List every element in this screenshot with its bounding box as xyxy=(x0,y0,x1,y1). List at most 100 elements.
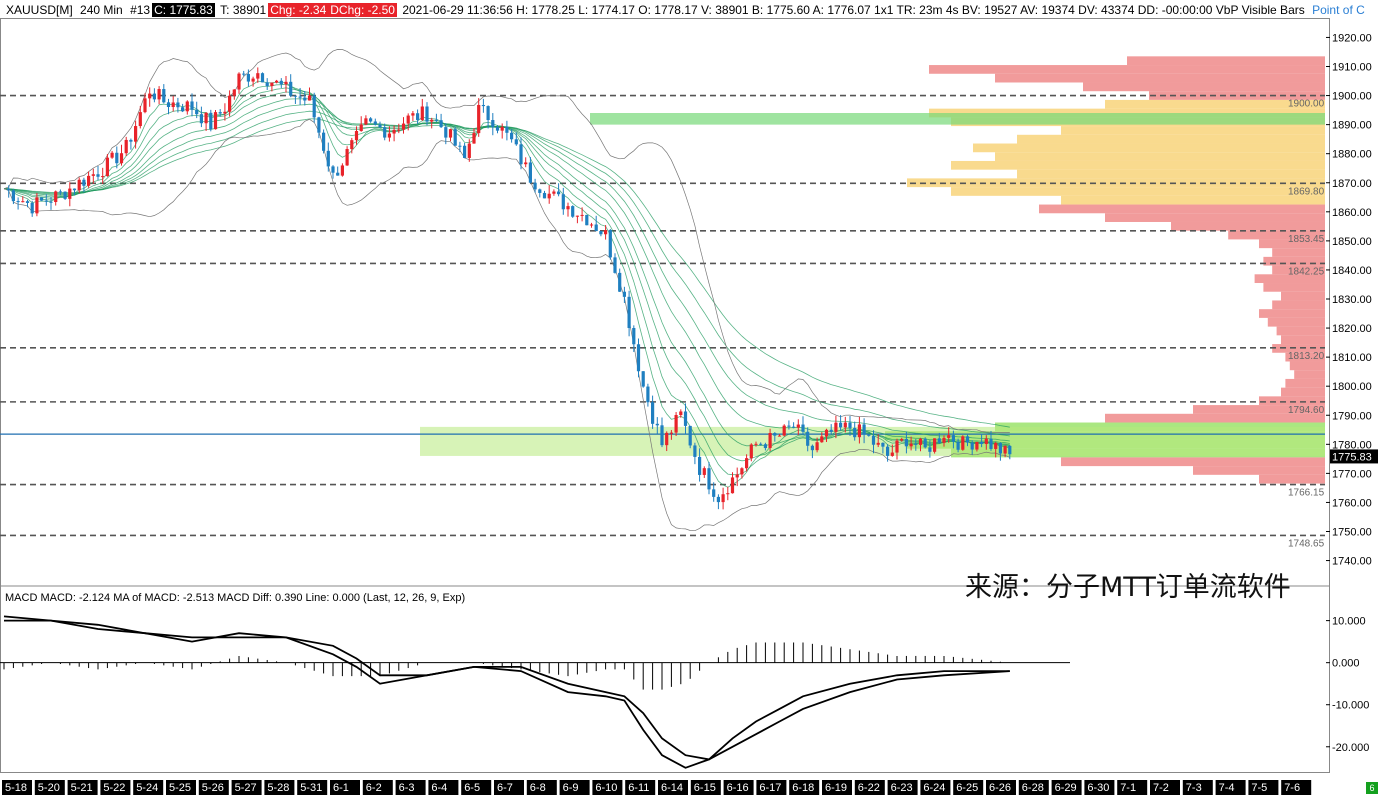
candle-body[interactable] xyxy=(166,102,171,108)
candle-body[interactable] xyxy=(622,291,626,297)
candle-body[interactable] xyxy=(665,432,669,446)
candle-body[interactable] xyxy=(900,438,904,441)
candle-body[interactable] xyxy=(279,80,283,85)
candle-body[interactable] xyxy=(735,474,739,478)
candle-body[interactable] xyxy=(552,191,556,194)
candle-body[interactable] xyxy=(162,89,166,103)
candle-body[interactable] xyxy=(491,120,495,128)
candle-body[interactable] xyxy=(961,436,965,450)
candle-body[interactable] xyxy=(49,201,53,203)
candle-body[interactable] xyxy=(228,95,232,112)
candle-body[interactable] xyxy=(383,127,387,138)
candle-body[interactable] xyxy=(21,201,25,203)
candle-body[interactable] xyxy=(453,129,457,146)
candle-body[interactable] xyxy=(387,133,391,138)
candle-body[interactable] xyxy=(533,182,537,190)
candle-body[interactable] xyxy=(11,190,15,202)
candle-body[interactable] xyxy=(679,411,683,416)
candle-body[interactable] xyxy=(848,422,852,428)
candle-body[interactable] xyxy=(806,431,810,446)
candle-body[interactable] xyxy=(843,422,847,428)
candle-body[interactable] xyxy=(148,93,152,99)
candle-body[interactable] xyxy=(514,139,518,145)
candle-body[interactable] xyxy=(87,175,91,186)
candle-body[interactable] xyxy=(575,215,579,217)
candle-body[interactable] xyxy=(115,152,119,164)
candle-body[interactable] xyxy=(632,328,636,345)
candle-body[interactable] xyxy=(312,95,316,118)
candle-body[interactable] xyxy=(232,89,236,96)
candle-body[interactable] xyxy=(909,443,913,447)
candle-body[interactable] xyxy=(322,132,326,151)
candle-body[interactable] xyxy=(303,97,307,101)
candle-body[interactable] xyxy=(890,452,894,456)
candle-body[interactable] xyxy=(373,121,377,125)
candle-body[interactable] xyxy=(289,81,293,96)
candle-body[interactable] xyxy=(25,201,30,203)
candle-body[interactable] xyxy=(965,436,970,443)
candle-body[interactable] xyxy=(528,162,532,183)
candle-body[interactable] xyxy=(914,443,918,445)
candle-body[interactable] xyxy=(72,188,77,191)
candle-body[interactable] xyxy=(792,426,796,428)
candle-body[interactable] xyxy=(129,139,133,142)
candle-body[interactable] xyxy=(284,81,288,85)
candle-body[interactable] xyxy=(16,201,20,203)
candle-body[interactable] xyxy=(585,214,589,226)
candle-body[interactable] xyxy=(237,73,241,90)
candle-body[interactable] xyxy=(975,441,979,450)
corner-badge[interactable]: 6 xyxy=(1366,782,1378,794)
candle-body[interactable] xyxy=(693,445,697,457)
candle-body[interactable] xyxy=(397,129,401,131)
candle-body[interactable] xyxy=(542,192,547,199)
candle-body[interactable] xyxy=(730,477,735,494)
candle-body[interactable] xyxy=(246,74,250,82)
candle-body[interactable] xyxy=(124,139,128,154)
candle-body[interactable] xyxy=(105,157,109,177)
candle-body[interactable] xyxy=(138,112,142,127)
candle-body[interactable] xyxy=(176,102,180,108)
candle-body[interactable] xyxy=(834,422,838,432)
candle-body[interactable] xyxy=(571,206,575,217)
candle-body[interactable] xyxy=(463,145,467,158)
candle-body[interactable] xyxy=(345,149,349,166)
candle-body[interactable] xyxy=(430,119,434,122)
candle-body[interactable] xyxy=(181,107,185,112)
candle-body[interactable] xyxy=(759,443,763,445)
candle-body[interactable] xyxy=(721,494,725,503)
candle-body[interactable] xyxy=(716,496,720,503)
candle-body[interactable] xyxy=(256,73,260,79)
candle-body[interactable] xyxy=(143,98,147,113)
candle-body[interactable] xyxy=(895,440,899,453)
candle-body[interactable] xyxy=(980,441,984,445)
candle-body[interactable] xyxy=(369,118,373,122)
candle-body[interactable] xyxy=(655,423,659,426)
candle-body[interactable] xyxy=(448,129,453,138)
candle-body[interactable] xyxy=(505,126,509,133)
candle-body[interactable] xyxy=(510,132,514,140)
candle-body[interactable] xyxy=(171,102,175,108)
candle-body[interactable] xyxy=(7,188,11,191)
candle-body[interactable] xyxy=(853,427,857,438)
candle-body[interactable] xyxy=(538,189,542,193)
candle-body[interactable] xyxy=(439,120,443,128)
candle-body[interactable] xyxy=(486,106,490,121)
candle-body[interactable] xyxy=(91,174,95,176)
candle-body[interactable] xyxy=(740,468,744,475)
candle-body[interactable] xyxy=(298,96,302,98)
candle-body[interactable] xyxy=(434,119,438,121)
candle-body[interactable] xyxy=(627,296,631,329)
candle-body[interactable] xyxy=(336,172,340,176)
candle-body[interactable] xyxy=(594,224,598,232)
candle-body[interactable] xyxy=(613,257,617,273)
candle-body[interactable] xyxy=(293,95,297,97)
candle-body[interactable] xyxy=(40,197,44,201)
candle-body[interactable] xyxy=(213,112,218,130)
candle-body[interactable] xyxy=(660,425,664,446)
candle-body[interactable] xyxy=(425,106,429,122)
candle-body[interactable] xyxy=(392,130,396,134)
candle-body[interactable] xyxy=(406,115,410,124)
candle-body[interactable] xyxy=(58,191,62,193)
candle-body[interactable] xyxy=(726,493,730,495)
candle-body[interactable] xyxy=(1003,445,1007,454)
